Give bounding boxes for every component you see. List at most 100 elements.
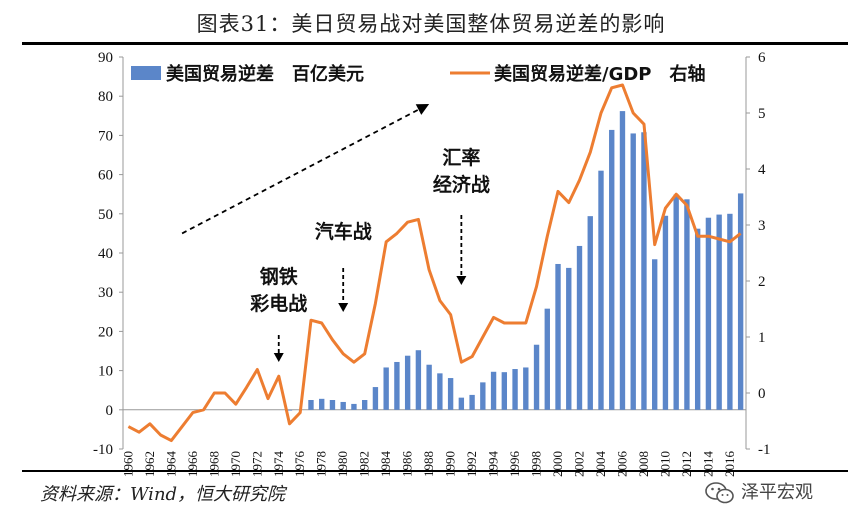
y-right-tick-label: 1 — [758, 330, 766, 346]
y-left-tick-label: 90 — [98, 50, 113, 66]
bar — [619, 111, 626, 410]
x-axis-labels: 1960 1962 1964 1966 1968 1970 1972 1974 1976 1978… — [120, 451, 737, 478]
bar — [394, 361, 400, 410]
x-tick-label: 2014 — [700, 451, 715, 478]
bar — [308, 400, 314, 410]
bar — [523, 367, 529, 410]
y-left-tick-label: 20 — [98, 324, 113, 340]
bar — [351, 403, 357, 410]
bar — [555, 263, 561, 410]
annotation-text: 钢铁 — [260, 265, 298, 288]
bar — [437, 373, 443, 410]
x-tick-label: 1998 — [529, 451, 544, 477]
bar — [737, 193, 744, 410]
bar — [598, 170, 604, 410]
annotation-arrow-head — [456, 276, 467, 285]
y-left-tick-label: -10 — [93, 442, 113, 458]
x-tick-label: 1992 — [464, 451, 479, 477]
bar — [587, 216, 593, 410]
bar — [630, 133, 636, 410]
bar — [329, 400, 336, 410]
y-left-tick-label: 60 — [98, 168, 113, 184]
x-tick-label: 1996 — [507, 451, 522, 478]
x-tick-label: 1990 — [443, 451, 458, 477]
bar — [490, 371, 497, 410]
annotation-arrow-head — [273, 353, 284, 362]
x-tick-label: 1960 — [120, 451, 135, 477]
x-tick-label: 1984 — [378, 451, 393, 478]
x-tick-label: 1982 — [357, 451, 372, 477]
bar — [383, 367, 389, 410]
bar — [340, 401, 346, 410]
x-tick-label: 1994 — [486, 451, 501, 478]
x-tick-label: 1986 — [400, 451, 415, 478]
y-right-tick-label: 3 — [758, 218, 766, 234]
x-tick-label: 2006 — [614, 451, 629, 478]
y-left-tick-label: 40 — [98, 246, 113, 262]
gdp-ratio-line — [127, 83, 742, 443]
bar — [673, 194, 679, 410]
bar — [458, 397, 465, 410]
bar — [566, 267, 572, 410]
annotation-text: 汇率 — [442, 146, 480, 169]
x-tick-label: 1964 — [163, 451, 178, 478]
x-tick-label: 1974 — [271, 451, 286, 478]
bar — [609, 129, 615, 410]
y-left-tick-label: 30 — [98, 285, 113, 301]
x-tick-label: 1972 — [249, 451, 264, 477]
x-tick-label: 1978 — [314, 451, 329, 477]
bar — [501, 372, 508, 410]
x-tick-label: 1962 — [142, 451, 157, 477]
bar — [415, 350, 422, 410]
watermark: 泽平宏观 — [705, 478, 813, 504]
annotation-text: 经济战 — [433, 173, 490, 196]
wechat-icon — [705, 482, 734, 504]
bar — [480, 382, 486, 410]
x-tick-label: 1968 — [206, 451, 221, 477]
x-tick-label: 2010 — [657, 451, 672, 477]
x-tick-label: 1980 — [335, 451, 350, 477]
x-tick-label: 1970 — [228, 451, 243, 477]
x-tick-label: 1976 — [292, 451, 307, 478]
x-tick-label: 2002 — [572, 451, 587, 477]
y-left-tick-label: 80 — [98, 89, 113, 105]
bar-series — [286, 111, 744, 411]
bar — [727, 213, 733, 410]
bar — [652, 259, 658, 410]
bar — [544, 308, 550, 410]
legend-line-label: 美国贸易逆差/GDP 右轴 — [494, 63, 705, 85]
bar — [319, 398, 325, 410]
x-tick-label: 2004 — [593, 451, 608, 478]
trend-arrow-shaft — [181, 108, 419, 235]
bar — [694, 228, 701, 410]
x-tick-label: 2016 — [722, 451, 737, 478]
bar — [533, 344, 540, 410]
bar — [447, 378, 454, 410]
bar — [512, 369, 518, 410]
y-right-tick-label: 0 — [758, 386, 766, 402]
y-right-tick-label: 5 — [758, 106, 766, 122]
annotation-text: 彩电战 — [249, 292, 307, 315]
bar — [426, 364, 432, 410]
y-right-tick-label: 4 — [758, 162, 766, 178]
footer-rule — [22, 470, 848, 472]
bar — [684, 199, 690, 410]
legend-bar-swatch — [131, 66, 161, 80]
bar — [361, 400, 368, 410]
annotation-arrow-head — [338, 303, 349, 312]
chart-title: 图表31：美日贸易战对美国整体贸易逆差的影响 — [196, 12, 666, 36]
y-right-tick-label: -1 — [758, 442, 771, 458]
y-right-tick-label: 6 — [758, 50, 766, 66]
trend-arrow-head — [415, 104, 430, 115]
bar — [641, 132, 647, 410]
bar — [662, 215, 669, 410]
bar — [705, 217, 712, 410]
y-right-tick-label: 2 — [758, 274, 766, 290]
source-note: 资料来源：Wind，恒大研究院 — [40, 484, 286, 505]
annotation-text: 汽车战 — [315, 220, 372, 243]
x-tick-label: 1988 — [421, 451, 436, 477]
x-tick-label: 1966 — [185, 451, 200, 478]
legend: 美国贸易逆差 百亿美元 美国贸易逆差/GDP 右轴 — [131, 63, 705, 85]
